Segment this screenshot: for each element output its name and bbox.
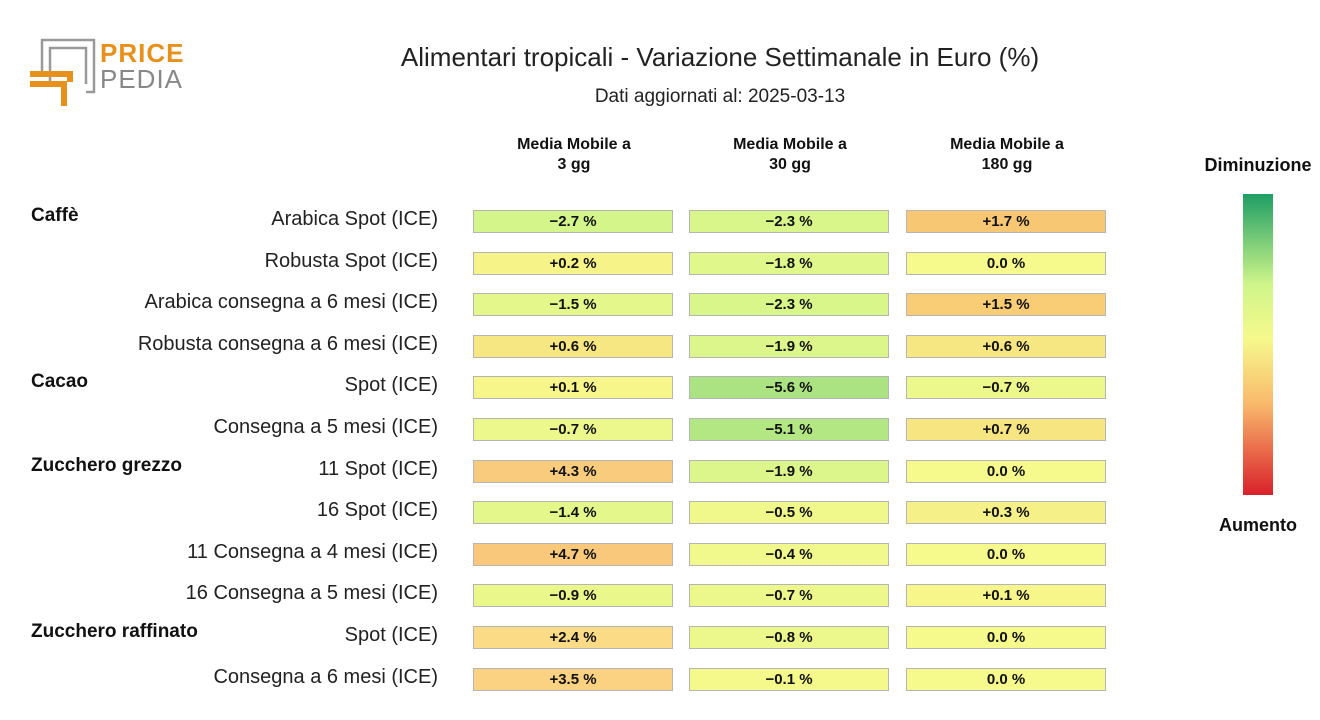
heatmap-cell: +4.7 % — [473, 542, 673, 566]
heatmap-cell: −1.9 % — [689, 334, 889, 358]
heatmap-cell: −1.9 % — [689, 459, 889, 483]
heatmap-cell: +0.3 % — [906, 501, 1106, 525]
heatmap-cell: −1.4 % — [473, 501, 673, 525]
row-label: Robusta Spot (ICE) — [264, 249, 438, 272]
column-header: Media Mobile a 3 gg — [517, 136, 631, 173]
heatmap-cell: +3.5 % — [473, 667, 673, 691]
row-label: Robusta consegna a 6 mesi (ICE) — [137, 332, 438, 355]
group-label: Cacao — [31, 371, 89, 393]
heatmap-cell: −0.4 % — [689, 542, 889, 566]
heatmap-cell: +1.7 % — [906, 210, 1106, 233]
row-label: 16 Consegna a 5 mesi (ICE) — [185, 582, 438, 605]
heatmap-cell: +0.2 % — [473, 251, 673, 275]
heatmap-cell: +0.7 % — [906, 418, 1106, 441]
row-label: Spot (ICE) — [344, 374, 438, 397]
heatmap-cell: −2.3 % — [689, 210, 889, 233]
heatmap-cell: +0.1 % — [473, 376, 673, 400]
color-scale-bar — [1243, 194, 1273, 495]
logo-mark-icon — [30, 38, 96, 106]
heatmap-cell: −5.6 % — [689, 376, 889, 400]
logo-text-pedia: PEDIA — [100, 64, 184, 94]
group-label: Zucchero raffinato — [31, 621, 198, 642]
heatmap-cell: +4.3 % — [473, 459, 673, 483]
heatmap-cell: −0.9 % — [473, 584, 673, 608]
row-label: Arabica consegna a 6 mesi (ICE) — [144, 291, 438, 314]
heatmap-cell: −1.5 % — [473, 293, 673, 317]
heatmap-cell: +0.6 % — [906, 334, 1106, 358]
legend-top-label: Diminuzione — [1204, 155, 1312, 175]
heatmap-cell: −0.7 % — [906, 376, 1106, 400]
logo-text-price: PRICE — [100, 38, 185, 68]
pricepedia-logo: PRICE PEDIA — [28, 36, 198, 112]
heatmap-cell: 0.0 % — [906, 459, 1106, 483]
row-label: Arabica Spot (ICE) — [271, 208, 438, 230]
row-label: 16 Spot (ICE) — [316, 499, 438, 522]
heatmap-cell: −1.8 % — [689, 251, 889, 275]
column-header: Media Mobile a 180 gg — [950, 136, 1064, 173]
legend-bottom-label: Aumento — [1219, 515, 1297, 535]
heatmap-cell: 0.0 % — [906, 667, 1106, 691]
chart-title: Alimentari tropicali - Variazione Settim… — [400, 42, 1040, 72]
heatmap-cell: +1.5 % — [906, 293, 1106, 317]
column-header: Media Mobile a 30 gg — [733, 136, 847, 173]
chart-subtitle: Dati aggiornati al: 2025-03-13 — [594, 86, 846, 107]
heatmap-cell: −0.7 % — [473, 418, 673, 441]
heatmap-cell: −0.1 % — [689, 667, 889, 691]
heatmap-cell: +2.4 % — [473, 626, 673, 649]
row-label: Consegna a 5 mesi (ICE) — [213, 416, 438, 438]
heatmap-cell: +0.6 % — [473, 334, 673, 358]
heatmap-cell: 0.0 % — [906, 251, 1106, 275]
heatmap-cell: −5.1 % — [689, 418, 889, 441]
group-label: Caffè — [31, 205, 79, 226]
row-label: 11 Consegna a 4 mesi (ICE) — [187, 540, 438, 563]
heatmap-cell: −0.7 % — [689, 584, 889, 608]
row-label: 11 Spot (ICE) — [318, 457, 438, 480]
heatmap-cell: −0.5 % — [689, 501, 889, 525]
heatmap-cell: −2.7 % — [473, 210, 673, 233]
row-label: Consegna a 6 mesi (ICE) — [213, 665, 438, 688]
heatmap-cell: 0.0 % — [906, 626, 1106, 649]
heatmap-cell: −2.3 % — [689, 293, 889, 317]
group-label: Zucchero grezzo — [31, 454, 182, 476]
heatmap-cell: 0.0 % — [906, 542, 1106, 566]
heatmap-cell: −0.8 % — [689, 626, 889, 649]
row-label: Spot (ICE) — [344, 624, 438, 646]
heatmap-cell: +0.1 % — [906, 584, 1106, 608]
